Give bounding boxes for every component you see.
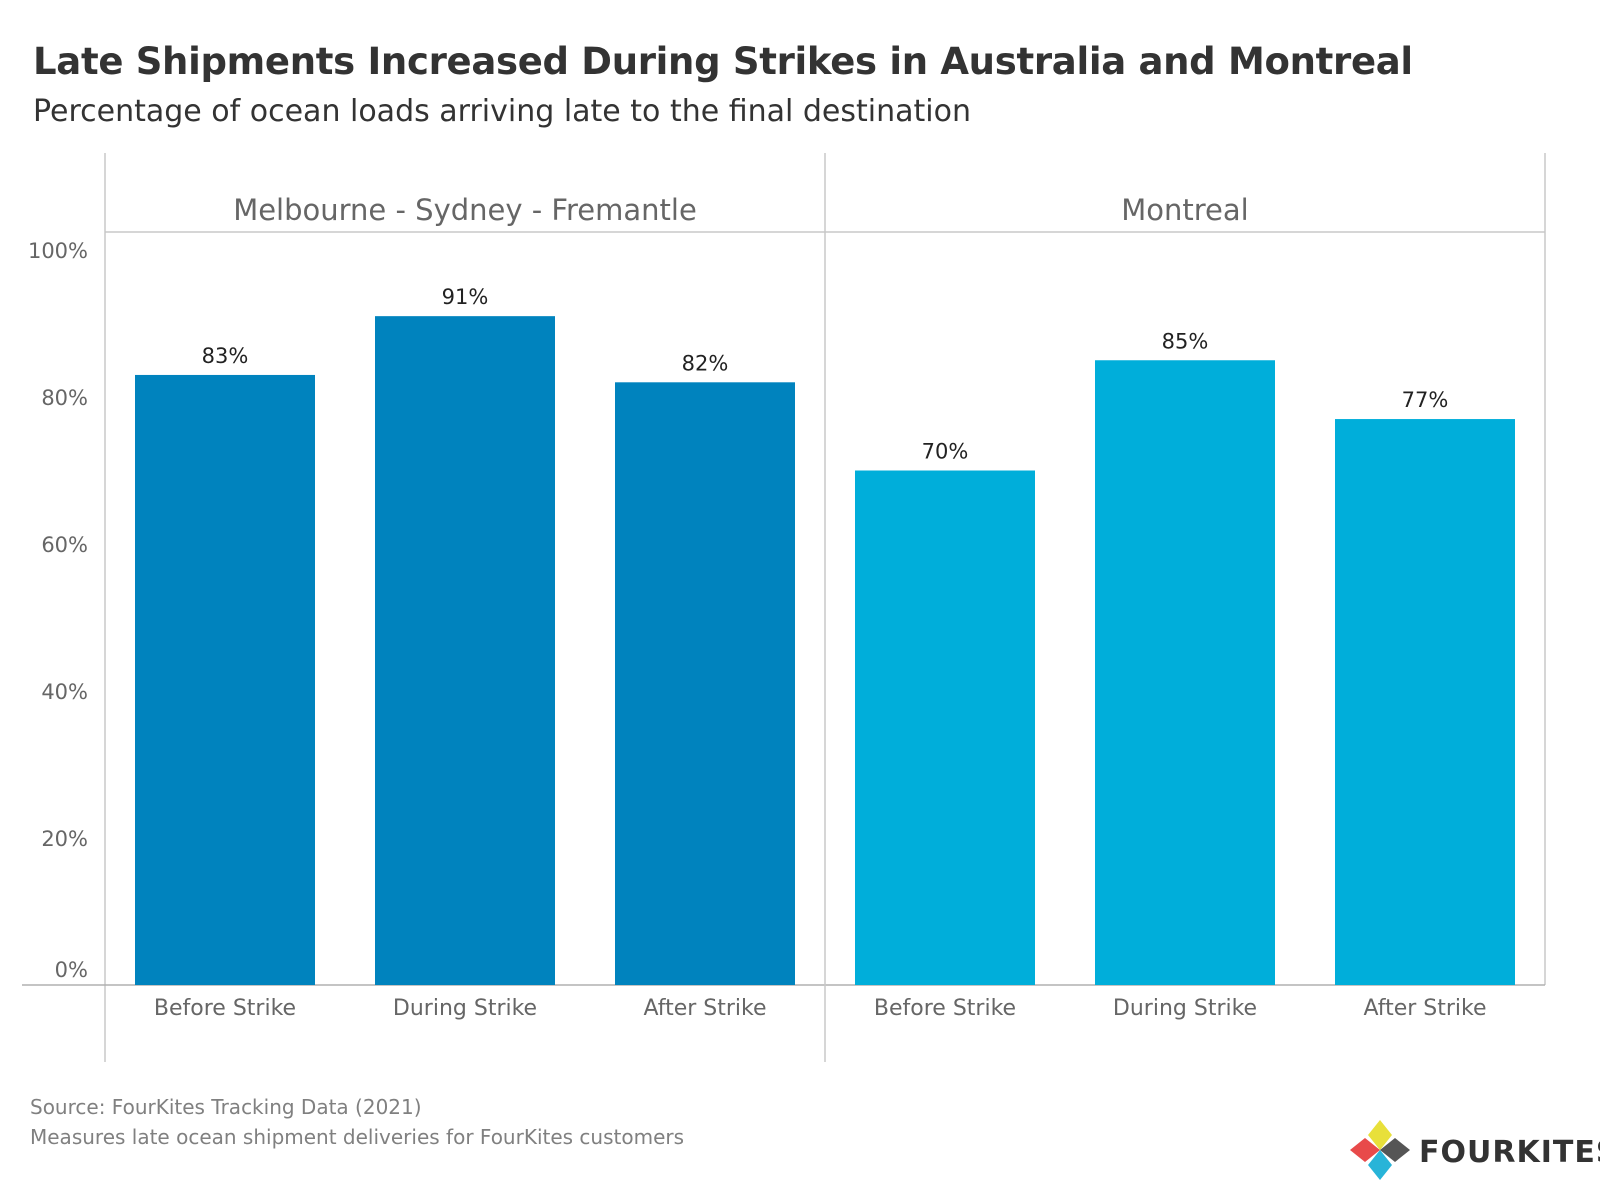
data-label: 70% — [922, 440, 969, 464]
x-tick-label: Before Strike — [154, 996, 296, 1021]
bar — [135, 374, 315, 985]
data-label: 85% — [1162, 329, 1209, 353]
x-tick-label: During Strike — [393, 996, 537, 1021]
source-note: Source: FourKites Tracking Data (2021) — [30, 1095, 422, 1119]
data-label: 82% — [682, 351, 729, 375]
y-tick-label: 60% — [41, 533, 88, 557]
measure-note: Measures late ocean shipment deliveries … — [30, 1125, 685, 1149]
y-tick-label: 20% — [41, 827, 88, 851]
y-tick-label: 40% — [41, 680, 88, 704]
bar — [855, 470, 1035, 985]
data-label: 77% — [1402, 388, 1449, 412]
chart-subtitle: Percentage of ocean loads arriving late … — [33, 94, 971, 129]
logo-mark-icon — [1350, 1120, 1410, 1180]
x-tick-label: During Strike — [1113, 996, 1257, 1021]
data-label: 83% — [202, 344, 249, 368]
x-tick-label: After Strike — [1363, 996, 1486, 1021]
logo-text: FOURKITES — [1419, 1135, 1600, 1170]
chart-title: Late Shipments Increased During Strikes … — [33, 40, 1413, 83]
x-tick-label: Before Strike — [874, 996, 1016, 1021]
fourkites-logo: FOURKITES — [1345, 1115, 1600, 1185]
bar — [1335, 419, 1515, 985]
bar — [1095, 360, 1275, 985]
y-tick-label: 80% — [41, 386, 88, 410]
y-tick-label: 100% — [28, 239, 88, 263]
bar — [375, 316, 555, 985]
panel-header: Montreal — [1121, 193, 1248, 227]
bar-chart: 0% 20% 40% 60% 80% 100% Melbourne - Sydney - F… — [22, 153, 1546, 1062]
y-tick-label: 0% — [55, 958, 88, 982]
data-label: 91% — [442, 285, 489, 309]
panel-header: Melbourne - Sydney - Fremantle — [233, 193, 697, 227]
x-tick-label: After Strike — [643, 996, 766, 1021]
bar — [615, 382, 795, 985]
